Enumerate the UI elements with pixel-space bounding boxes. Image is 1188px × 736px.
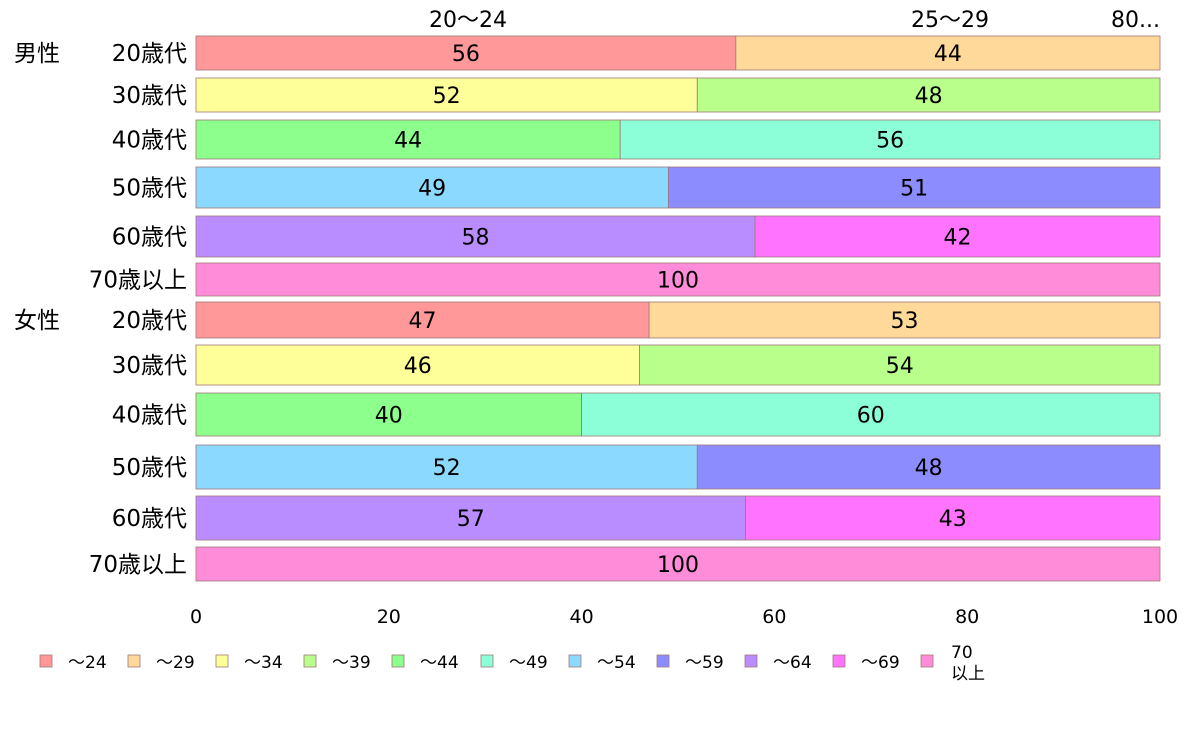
x-tick-label: 0 xyxy=(190,606,202,628)
legend-label: ～24 xyxy=(68,653,107,673)
category-label: 50歳代 xyxy=(112,176,187,202)
legend-swatch xyxy=(39,654,53,668)
top-series-label: 20～24 xyxy=(429,8,507,33)
data-label: 54 xyxy=(886,354,914,379)
x-tick-label: 40 xyxy=(570,606,594,628)
bar-segment xyxy=(639,344,1161,386)
category-label: 30歳代 xyxy=(112,83,187,109)
legend-swatch xyxy=(920,654,934,668)
bar-segment xyxy=(696,77,1161,113)
category-label: 60歳代 xyxy=(112,225,187,251)
bar-segment xyxy=(745,495,1161,541)
bar-segment xyxy=(195,344,640,386)
data-label: 56 xyxy=(452,42,480,67)
bar-segment xyxy=(195,166,669,209)
bar-segment xyxy=(195,546,1161,582)
x-tick-label: 20 xyxy=(377,606,401,628)
top-series-label: 25～29 xyxy=(911,8,989,33)
category-label: 40歳代 xyxy=(112,403,187,429)
data-label: 44 xyxy=(394,129,422,154)
category-label: 50歳代 xyxy=(112,455,187,481)
bar-segment xyxy=(754,215,1161,258)
x-tick-label: 60 xyxy=(762,606,786,628)
legend-swatch xyxy=(480,654,494,668)
category-label: 30歳代 xyxy=(112,353,187,379)
legend-swatch xyxy=(832,654,846,668)
legend-label: ～39 xyxy=(332,653,371,673)
bar-segment xyxy=(619,119,1161,160)
x-tick-label: 80 xyxy=(955,606,979,628)
data-label: 100 xyxy=(657,553,699,578)
legend-swatch xyxy=(744,654,758,668)
category-label: 60歳代 xyxy=(112,506,187,532)
data-label: 48 xyxy=(915,456,943,481)
data-label: 57 xyxy=(457,507,485,532)
top-series-label: 80... xyxy=(1111,8,1160,33)
category-label: 70歳以上 xyxy=(89,552,187,578)
data-label: 51 xyxy=(900,177,928,202)
legend-label: 70 xyxy=(951,643,973,663)
legend-label: ～34 xyxy=(244,653,283,673)
bar-segment xyxy=(667,166,1161,209)
data-label: 52 xyxy=(433,456,461,481)
data-label: 40 xyxy=(375,404,403,429)
legend-swatch xyxy=(391,654,405,668)
bar-segment xyxy=(648,301,1161,339)
legend-swatch xyxy=(215,654,229,668)
data-label: 60 xyxy=(857,404,885,429)
bar-segment xyxy=(195,119,621,160)
legend-swatch xyxy=(656,654,670,668)
bar-segment xyxy=(195,392,583,437)
legend-label: ～29 xyxy=(156,653,195,673)
legend-swatch xyxy=(127,654,141,668)
bar-segment xyxy=(195,77,698,113)
data-label: 42 xyxy=(944,226,972,251)
x-tick-label: 100 xyxy=(1142,606,1178,628)
bar-segment xyxy=(696,444,1161,490)
data-label: 53 xyxy=(891,309,919,334)
legend-label: 以上 xyxy=(951,664,985,684)
data-label: 56 xyxy=(876,129,904,154)
bar-segment xyxy=(581,392,1161,437)
bar-segment xyxy=(195,495,746,541)
legend-label: ～59 xyxy=(685,653,724,673)
data-label: 100 xyxy=(657,269,699,294)
bar-segment xyxy=(195,262,1161,297)
data-label: 48 xyxy=(915,84,943,109)
bar-segment xyxy=(195,301,650,339)
group-label: 女性 xyxy=(14,308,60,334)
category-label: 70歳以上 xyxy=(89,268,187,294)
data-label: 52 xyxy=(433,84,461,109)
data-label: 47 xyxy=(409,309,437,334)
group-label: 男性 xyxy=(14,41,60,67)
legend-label: ～44 xyxy=(420,653,459,673)
category-label: 20歳代 xyxy=(112,41,187,67)
category-label: 20歳代 xyxy=(112,308,187,334)
category-label: 40歳代 xyxy=(112,128,187,154)
bar-segment xyxy=(195,215,756,258)
legend-swatch xyxy=(568,654,582,668)
legend-label: ～49 xyxy=(509,653,548,673)
data-label: 46 xyxy=(404,354,432,379)
bar-segment xyxy=(195,35,737,71)
bar-segment xyxy=(735,35,1161,71)
data-label: 44 xyxy=(934,42,962,67)
data-label: 49 xyxy=(418,177,446,202)
legend-label: ～54 xyxy=(597,653,636,673)
legend-label: ～64 xyxy=(773,653,812,673)
legend-swatch xyxy=(303,654,317,668)
data-label: 43 xyxy=(939,507,967,532)
data-label: 58 xyxy=(462,226,490,251)
bar-segment xyxy=(195,444,698,490)
legend-label: ～69 xyxy=(861,653,900,673)
